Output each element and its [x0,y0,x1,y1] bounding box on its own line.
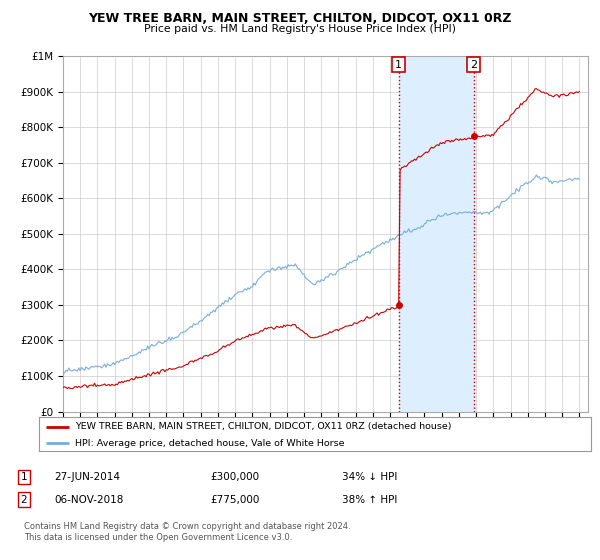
Text: £775,000: £775,000 [210,494,259,505]
Text: 34% ↓ HPI: 34% ↓ HPI [342,472,397,482]
Text: 2: 2 [20,494,28,505]
Text: 06-NOV-2018: 06-NOV-2018 [54,494,124,505]
Text: 1: 1 [20,472,28,482]
Text: 38% ↑ HPI: 38% ↑ HPI [342,494,397,505]
Text: HPI: Average price, detached house, Vale of White Horse: HPI: Average price, detached house, Vale… [75,439,344,448]
Text: £300,000: £300,000 [210,472,259,482]
Text: 2: 2 [470,59,477,69]
Text: 1: 1 [395,59,402,69]
Bar [398,56,473,412]
Text: YEW TREE BARN, MAIN STREET, CHILTON, DIDCOT, OX11 0RZ (detached house): YEW TREE BARN, MAIN STREET, CHILTON, DID… [75,422,451,431]
Text: Contains HM Land Registry data © Crown copyright and database right 2024.
This d: Contains HM Land Registry data © Crown c… [24,522,350,542]
Text: 27-JUN-2014: 27-JUN-2014 [54,472,120,482]
Text: YEW TREE BARN, MAIN STREET, CHILTON, DIDCOT, OX11 0RZ: YEW TREE BARN, MAIN STREET, CHILTON, DID… [88,12,512,25]
Text: Price paid vs. HM Land Registry's House Price Index (HPI): Price paid vs. HM Land Registry's House … [144,24,456,34]
